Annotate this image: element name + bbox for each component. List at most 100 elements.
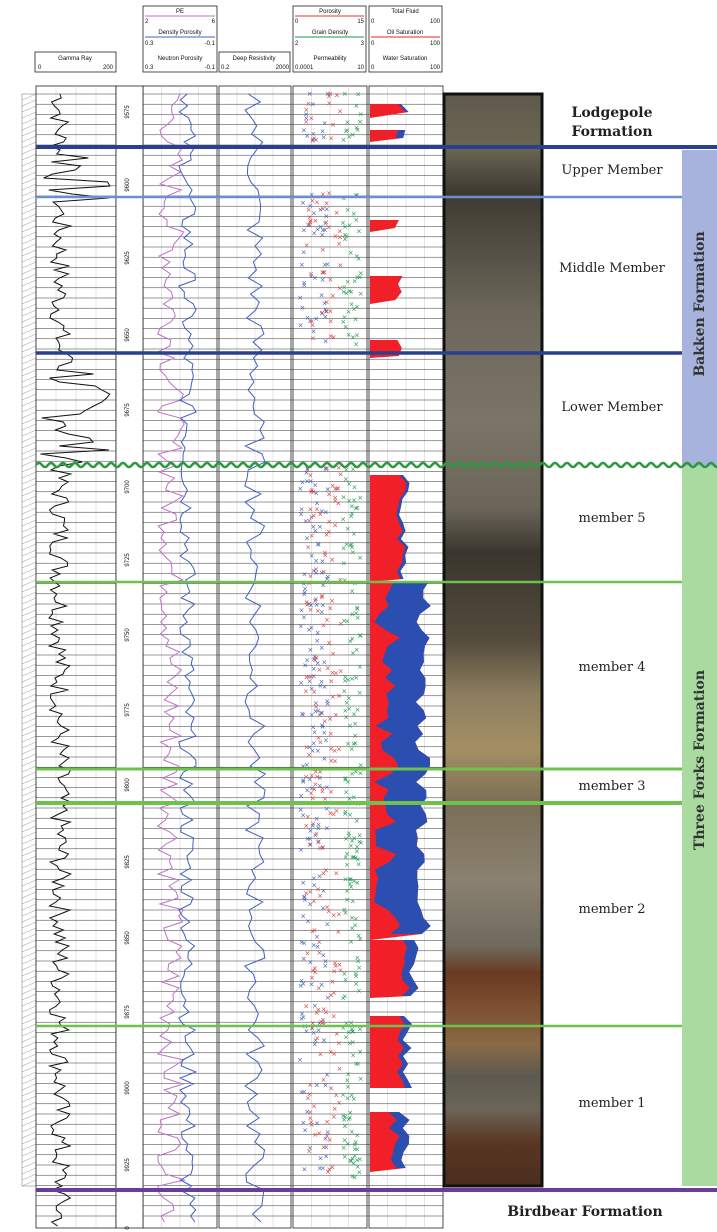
depth-hatch-stroke — [21, 735, 37, 743]
permeability-marker: × — [325, 90, 331, 98]
permeability-marker: × — [320, 904, 326, 912]
water-saturation-fill — [397, 104, 409, 112]
permeability-marker: × — [307, 678, 313, 686]
depth-hatch-stroke — [21, 627, 37, 635]
depth-hatch-stroke — [21, 1029, 37, 1037]
grain-density-marker: × — [340, 219, 346, 227]
grain-density-marker: × — [342, 810, 348, 818]
permeability-marker: × — [320, 602, 326, 610]
depth-hatch-stroke — [21, 723, 37, 731]
porosity-marker: × — [320, 785, 326, 793]
depth-hatch-stroke — [21, 393, 37, 401]
depth-hatch-stroke — [21, 339, 37, 347]
grain-density-marker: × — [349, 1172, 355, 1180]
grain-density-marker: × — [352, 278, 358, 286]
porosity-marker: × — [337, 107, 343, 115]
water-saturation-fill — [395, 130, 406, 138]
porosity-marker: × — [329, 1163, 335, 1171]
depth-hatch-stroke — [21, 579, 37, 587]
grain-density-marker: × — [347, 1039, 353, 1047]
depth-hatch-stroke — [21, 399, 37, 407]
grain-density-marker: × — [357, 1156, 363, 1164]
grain-density-marker: × — [351, 878, 357, 886]
grain-density-marker: × — [343, 808, 349, 816]
depth-hatch-stroke — [21, 429, 37, 437]
total-fluid-header-min: 0 — [371, 19, 375, 25]
porosity-marker: × — [311, 688, 317, 696]
porosity-marker: × — [326, 518, 332, 526]
porosity-marker: × — [336, 1039, 342, 1047]
grain-density-marker: × — [354, 1132, 360, 1140]
porosity-marker: × — [327, 605, 333, 613]
depth-hatch-stroke — [21, 1089, 37, 1097]
porosity-marker: × — [330, 669, 336, 677]
depth-hatch-stroke — [21, 1179, 37, 1187]
depth-hatch-stroke — [21, 1065, 37, 1073]
depth-hatch-stroke — [21, 471, 37, 479]
depth-hatch-stroke — [21, 345, 37, 353]
grain-density-marker: × — [357, 1025, 363, 1033]
permeability-marker: × — [305, 835, 311, 843]
porosity-marker: × — [321, 870, 327, 878]
grain-density-marker: × — [354, 848, 360, 856]
grain-density-marker: × — [355, 1060, 361, 1068]
depth-hatch-stroke — [21, 609, 37, 617]
permeability-marker: × — [309, 980, 315, 988]
porosity-marker: × — [323, 866, 329, 874]
permeability-marker: × — [325, 994, 331, 1002]
depth-hatch-stroke — [21, 279, 37, 287]
grain-density-marker: × — [343, 714, 349, 722]
grain-density-marker: × — [353, 768, 359, 776]
grain-density-marker: × — [344, 887, 350, 895]
porosity-marker: × — [305, 950, 311, 958]
grain-density-marker: × — [354, 274, 360, 282]
gamma-header-min: 0 — [38, 65, 42, 71]
depth-hatch-stroke — [21, 543, 37, 551]
permeability-marker: × — [311, 665, 317, 673]
permeability-marker: × — [298, 806, 304, 814]
depth-hatch-stroke — [21, 717, 37, 725]
permeability-marker: × — [302, 1127, 308, 1135]
porosity-marker: × — [333, 1092, 339, 1100]
permeability-marker: × — [310, 135, 316, 143]
porosity-marker: × — [334, 1030, 340, 1038]
permeability-marker: × — [317, 1164, 323, 1172]
depth-hatch-stroke — [21, 765, 37, 773]
permeability-marker: × — [310, 723, 316, 731]
porosity-marker: × — [303, 889, 309, 897]
permeability-marker: × — [323, 465, 329, 473]
depth-hatch-stroke — [21, 921, 37, 929]
permeability-marker: × — [298, 846, 304, 854]
permeability-marker: × — [299, 1015, 305, 1023]
permeability-marker: × — [311, 882, 317, 890]
permeability-marker: × — [307, 835, 313, 843]
permeability-marker: × — [313, 490, 319, 498]
depth-hatch-stroke — [21, 633, 37, 641]
porosity-marker: × — [317, 712, 323, 720]
porosity-marker: × — [303, 106, 309, 114]
depth-hatch-stroke — [21, 891, 37, 899]
depth-label: 9925 — [125, 1158, 131, 1172]
grain-density-marker: × — [352, 1146, 358, 1154]
permeability-marker: × — [318, 223, 324, 231]
depth-hatch-stroke — [21, 141, 37, 149]
permeability-marker: × — [319, 609, 325, 617]
permeability-marker: × — [322, 755, 328, 763]
permeability-marker: × — [305, 465, 311, 473]
permeability-marker: × — [316, 821, 322, 829]
depth-hatch-stroke — [21, 93, 37, 101]
permeability-marker: × — [301, 591, 307, 599]
grain-density-marker: × — [349, 611, 355, 619]
porosity-marker: × — [308, 1118, 314, 1126]
depth-hatch-stroke — [21, 729, 37, 737]
porosity-marker: × — [308, 505, 314, 513]
porosity-marker: × — [310, 1019, 316, 1027]
depth-hatch-stroke — [21, 561, 37, 569]
depth-hatch-stroke — [21, 405, 37, 413]
porosity-marker: × — [331, 1050, 337, 1058]
porosity-marker: × — [308, 606, 314, 614]
permeability-marker: × — [320, 952, 326, 960]
permeability-marker: × — [307, 202, 313, 210]
depth-hatch-stroke — [21, 1011, 37, 1019]
permeability-marker: × — [309, 1024, 315, 1032]
